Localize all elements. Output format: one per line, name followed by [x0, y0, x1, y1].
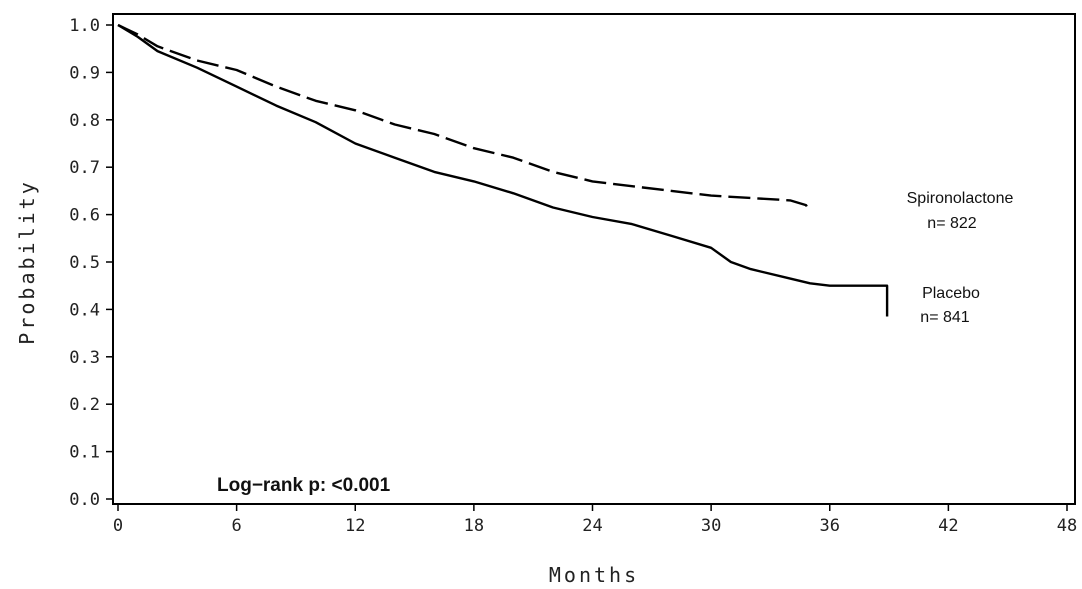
x-tick-label: 24	[582, 516, 602, 536]
x-tick-label: 36	[820, 516, 840, 536]
x-tick-label: 6	[232, 516, 242, 536]
y-tick-label: 0.1	[69, 443, 100, 463]
x-tick-label: 30	[701, 516, 721, 536]
legend-label-placebo: Placebo	[922, 285, 980, 302]
x-tick-label: 12	[345, 516, 365, 536]
series-line-spironolactone	[117, 23, 812, 213]
y-tick-label: 1.0	[69, 16, 100, 36]
x-tick-label: 18	[464, 516, 484, 536]
y-tick-label: 0.0	[69, 490, 100, 510]
legend-n-spironolactone: n= 822	[927, 215, 976, 232]
y-axis: 0.0 0.1 0.2 0.3 0.4 0.5 0.6 0.7 0.8 0.9 1.0	[69, 16, 113, 510]
y-tick-label: 0.5	[69, 253, 100, 273]
log-rank-annotation: Log−rank p: <0.001	[217, 475, 391, 496]
x-axis-title: Months	[549, 563, 639, 587]
x-tick-label: 42	[938, 516, 958, 536]
x-tick-label: 48	[1057, 516, 1077, 536]
plot-frame	[112, 13, 1076, 505]
y-tick-label: 0.3	[69, 348, 100, 368]
y-tick-label: 0.9	[69, 63, 100, 83]
series-layer	[117, 23, 889, 317]
y-tick-label: 0.2	[69, 395, 100, 415]
series-line-placebo	[117, 23, 889, 317]
legend-n-placebo: n= 841	[920, 309, 969, 326]
y-tick-label: 0.4	[69, 300, 100, 320]
y-axis-title: Probability	[15, 179, 39, 344]
y-tick-label: 0.6	[69, 206, 100, 226]
y-tick-label: 0.7	[69, 158, 100, 178]
legend-label-spironolactone: Spironolactone	[907, 190, 1014, 207]
y-tick-label: 0.8	[69, 111, 100, 131]
x-tick-label: 0	[113, 516, 123, 536]
x-axis: 0 6 12 18 24 30 36 42 48	[113, 504, 1077, 536]
